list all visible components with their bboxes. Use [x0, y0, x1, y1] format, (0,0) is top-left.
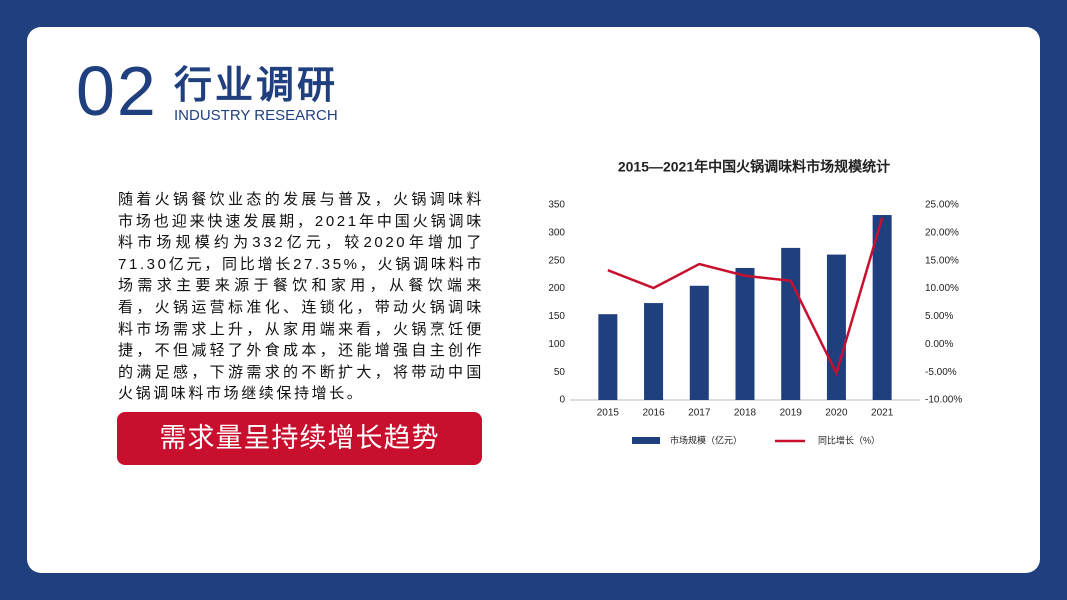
y-tick-label: 200 [548, 283, 565, 294]
y2-tick-label: -5.00% [925, 367, 957, 378]
section-title: 行业调研 [174, 65, 339, 107]
legend-swatch [632, 437, 660, 444]
section-number: 02 [76, 52, 158, 130]
y2-tick-label: 5.00% [925, 311, 953, 322]
y2-tick-label: 10.00% [925, 283, 959, 294]
y-tick-label: 300 [548, 227, 565, 238]
bar [781, 247, 801, 400]
y2-tick-label: 0.00% [925, 339, 953, 350]
y2-tick-label: -10.00% [925, 395, 962, 406]
chart-title: 2015—2021年中国火锅调味料市场规模统计 [618, 159, 890, 175]
bar [598, 314, 618, 400]
callout: 需求量呈持续增长趋势 [117, 412, 482, 465]
y2-tick-label: 20.00% [925, 227, 959, 238]
bar [872, 215, 892, 400]
x-tick-label: 2018 [734, 408, 757, 419]
y-tick-label: 100 [548, 339, 565, 350]
x-tick-label: 2021 [871, 408, 894, 419]
y-tick-label: 350 [548, 200, 565, 211]
card [27, 27, 1040, 573]
x-tick-label: 2019 [780, 408, 803, 419]
paragraph: 随着火锅餐饮业态的发展与普及，火锅调味料市场也迎来快速发展期，2021年中国火锅… [118, 191, 484, 403]
y-tick-label: 150 [548, 311, 565, 322]
section-subtitle: INDUSTRY RESEARCH [174, 107, 338, 124]
x-tick-label: 2017 [688, 408, 711, 419]
x-tick-label: 2016 [642, 408, 665, 419]
y-tick-label: 0 [559, 395, 565, 406]
legend-label: 同比增长（%） [818, 434, 880, 445]
y2-tick-label: 15.00% [925, 255, 959, 266]
bar [644, 303, 664, 400]
line [607, 217, 884, 377]
bar [735, 267, 755, 400]
bar [826, 254, 846, 400]
y-tick-label: 250 [548, 255, 565, 266]
y-tick-label: 50 [554, 367, 566, 378]
x-tick-label: 2015 [597, 408, 620, 419]
x-tick-label: 2020 [825, 408, 848, 419]
y2-tick-label: 25.00% [925, 200, 959, 211]
legend-label: 市场规模（亿元） [670, 434, 742, 445]
bar [689, 285, 709, 400]
